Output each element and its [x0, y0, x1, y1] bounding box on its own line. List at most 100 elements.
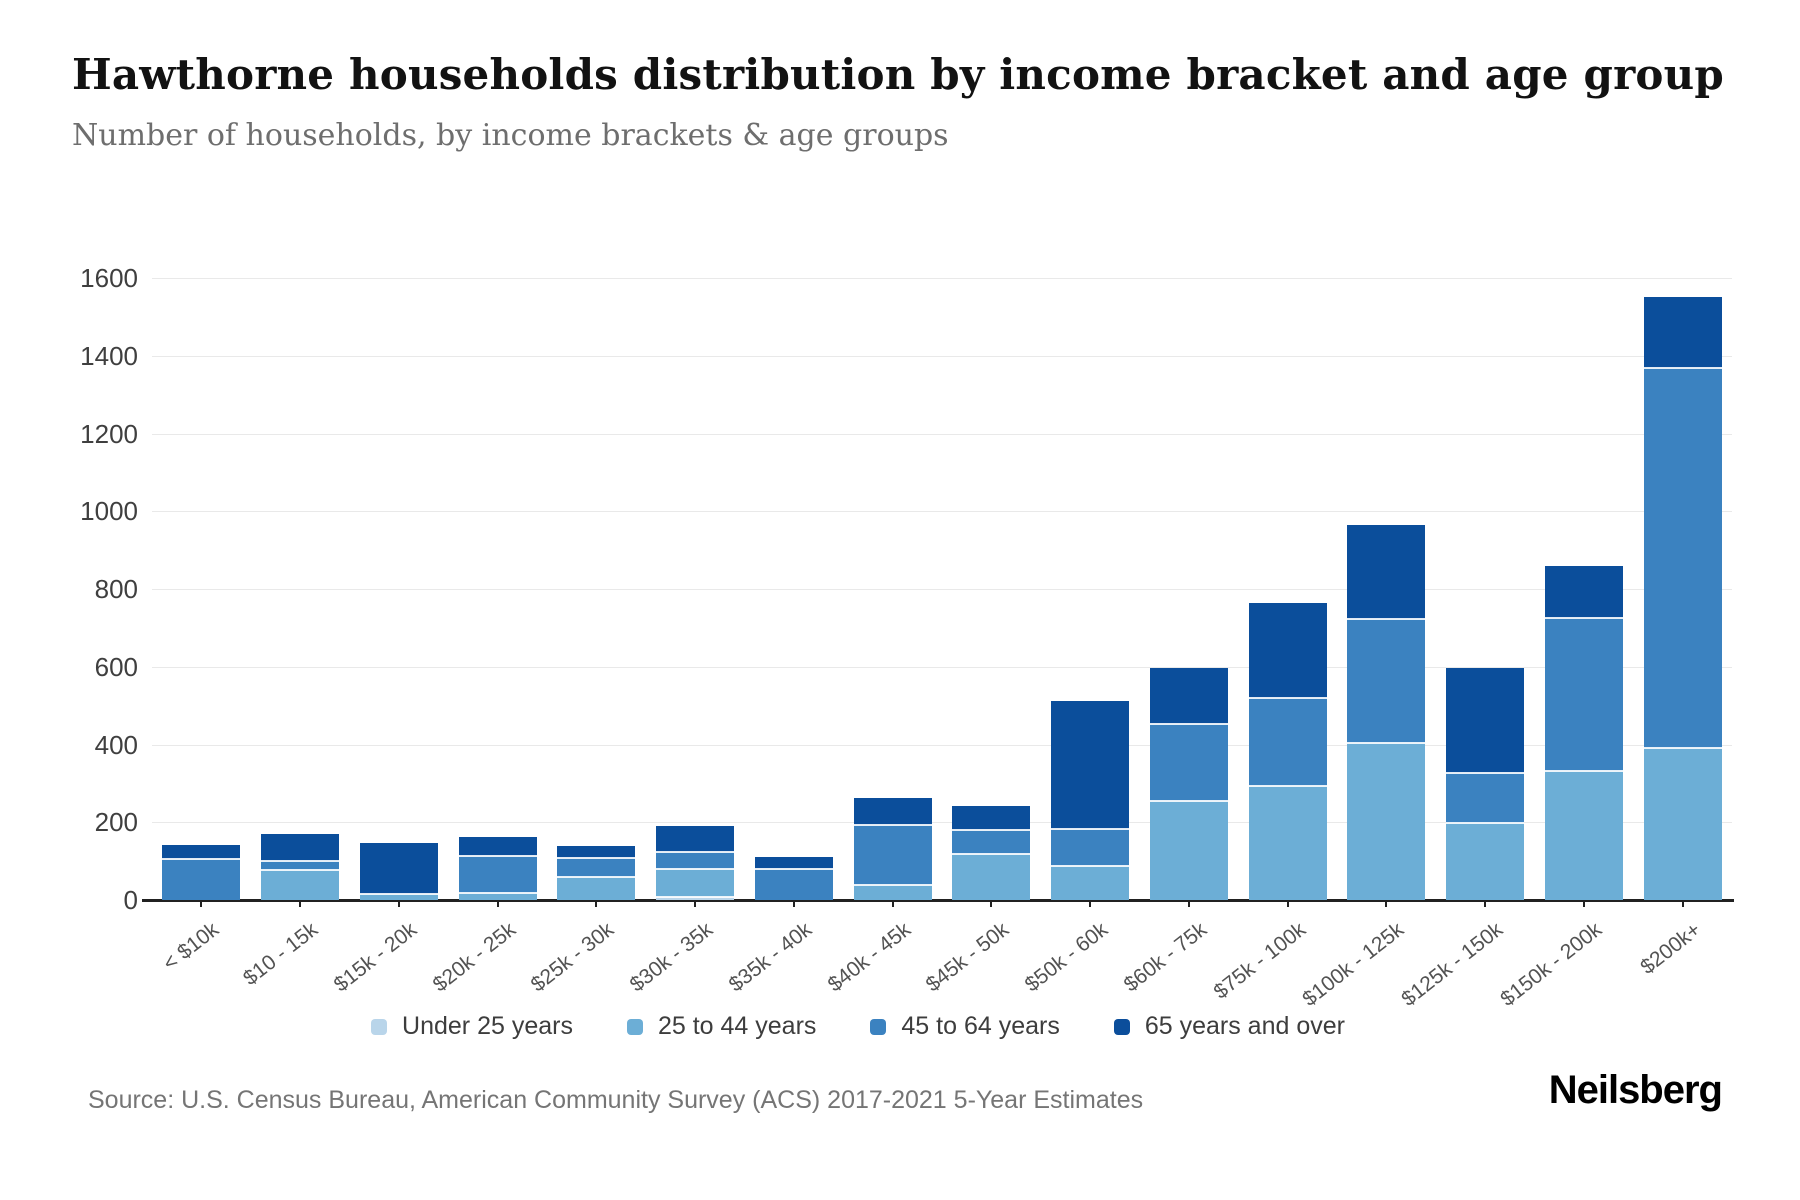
x-axis-tick	[397, 900, 400, 907]
x-axis-tick	[1187, 900, 1190, 907]
bar-segment-45-to-64-years	[1446, 772, 1525, 824]
bar-segment-25-to-44-years	[1643, 747, 1722, 900]
y-axis-tick-label: 1000	[80, 496, 138, 527]
y-axis-tick-label: 800	[94, 574, 138, 604]
segment-separator	[754, 867, 833, 870]
bar-segment-25-to-44-years	[952, 853, 1031, 900]
legend-item-45-to-64-years[interactable]: 45 to 64 years	[870, 1012, 1060, 1041]
segment-separator	[1347, 617, 1426, 620]
legend-item-65-years-and-over[interactable]: 65 years and over	[1113, 1012, 1345, 1041]
legend-item-25-to-44-years[interactable]: 25 to 44 years	[626, 1012, 817, 1041]
x-axis-category-label: $150k - 200k	[1496, 918, 1607, 1011]
bar-segment-25-to-44-years	[1051, 865, 1130, 900]
bar-segment-45-to-64-years	[1149, 723, 1228, 802]
bar-segment-25-to-44-years	[359, 894, 438, 900]
segment-separator	[458, 892, 537, 895]
x-axis-line	[142, 899, 1734, 902]
segment-separator	[1643, 746, 1722, 749]
bar-segment-65-years-and-over	[162, 844, 241, 860]
x-axis-tick	[1385, 900, 1388, 907]
bar-segment-25-to-44-years	[1248, 785, 1327, 900]
bar-segment-65-years-and-over	[952, 805, 1031, 831]
segment-separator	[557, 875, 636, 878]
bar-segment-65-years-and-over	[1446, 667, 1525, 773]
legend-label: 25 to 44 years	[657, 1012, 817, 1040]
y-gridline	[152, 666, 1732, 668]
x-axis-category-label: < $10k	[159, 918, 224, 976]
bar-segment-45-to-64-years	[1347, 618, 1426, 744]
bar-segment-45-to-64-years	[557, 857, 636, 877]
x-axis-category-label: $60k - 75k	[1119, 918, 1212, 997]
bar-segment-65-years-and-over	[656, 825, 735, 853]
segment-separator	[1544, 617, 1623, 620]
segment-separator	[261, 860, 340, 863]
bar-segment-45-to-64-years	[952, 830, 1031, 854]
segment-separator	[656, 867, 735, 870]
plot-area: 0 200 400 600 800 1000 1200 1400 1600 < $10k $10 -…	[80, 265, 1734, 1011]
y-axis-tick-label: 200	[94, 807, 138, 838]
segment-separator	[656, 851, 735, 854]
x-axis-category-label: $125k - 150k	[1397, 918, 1508, 1011]
segment-separator	[1248, 784, 1327, 787]
segment-separator	[1051, 864, 1130, 867]
segment-separator	[1248, 697, 1327, 700]
x-axis-tick	[200, 900, 203, 907]
legend-swatch-icon	[626, 1018, 643, 1035]
bar-segment-65-years-and-over	[1149, 667, 1228, 724]
y-axis-tick-label: 600	[94, 651, 138, 682]
y-gridline	[152, 744, 1732, 746]
bar-segment-45-to-64-years	[261, 861, 340, 870]
bar-segment-45-to-64-years	[1051, 829, 1130, 866]
x-axis-category-label: $40k - 45k	[823, 918, 915, 997]
x-axis-tick	[595, 900, 598, 907]
bar-segment-25-to-44-years	[1544, 771, 1623, 900]
segment-separator	[1544, 770, 1623, 773]
bar-segment-65-years-and-over	[1347, 524, 1426, 619]
segment-separator	[1446, 822, 1525, 825]
x-axis-tick	[1089, 900, 1092, 907]
segment-separator	[853, 883, 932, 886]
segment-separator	[1051, 828, 1130, 831]
bar-segment-65-years-and-over	[853, 798, 932, 825]
segment-separator	[853, 823, 932, 826]
x-axis-category-label: $200k+	[1635, 918, 1705, 979]
legend-label: 45 to 64 years	[901, 1012, 1060, 1040]
y-gridline	[152, 278, 1732, 279]
x-axis-tick	[792, 900, 795, 907]
legend-swatch-icon	[1113, 1018, 1130, 1035]
x-axis-category-label: $75k - 100k	[1209, 918, 1310, 1004]
segment-separator	[261, 868, 340, 871]
x-axis-tick	[990, 900, 993, 907]
bar-segment-25-to-44-years	[1347, 743, 1426, 900]
bar-segment-45-to-64-years	[458, 856, 537, 894]
bar-segment-45-to-64-years	[754, 868, 833, 900]
y-gridline	[152, 822, 1732, 824]
neilsberg-logo: Neilsberg	[1548, 1068, 1723, 1112]
y-axis-tick-label: 1400	[80, 340, 138, 371]
segment-separator	[1149, 722, 1228, 725]
y-gridline	[152, 589, 1732, 590]
x-axis-category-label: $50k - 60k	[1020, 918, 1113, 997]
x-axis-tick	[891, 900, 894, 907]
y-gridline	[152, 511, 1732, 513]
bar-segment-65-years-and-over	[557, 846, 636, 858]
x-axis-category-label: $100k - 125k	[1298, 918, 1409, 1011]
legend-swatch-icon	[371, 1018, 388, 1035]
bar-segment-65-years-and-over	[1248, 602, 1327, 699]
x-axis-tick	[694, 900, 697, 907]
bar-segment-25-to-44-years	[458, 893, 537, 900]
segment-separator	[656, 895, 735, 898]
bar-segment-45-to-64-years	[1248, 698, 1327, 786]
bar-segment-45-to-64-years	[1544, 618, 1623, 772]
source-note: Source: U.S. Census Bureau, American Com…	[88, 1086, 1144, 1114]
legend-item-under-25-years[interactable]: Under 25 years	[371, 1012, 573, 1041]
y-gridline	[152, 433, 1732, 435]
bar-segment-65-years-and-over	[261, 833, 340, 862]
y-axis-tick-label: 0	[123, 885, 138, 915]
bar-segment-65-years-and-over	[1051, 700, 1130, 830]
bar-segment-65-years-and-over	[458, 837, 537, 857]
bar-segment-25-to-44-years	[1446, 823, 1525, 900]
legend-swatch-icon	[870, 1018, 887, 1035]
y-axis-tick-label: 400	[94, 729, 138, 760]
